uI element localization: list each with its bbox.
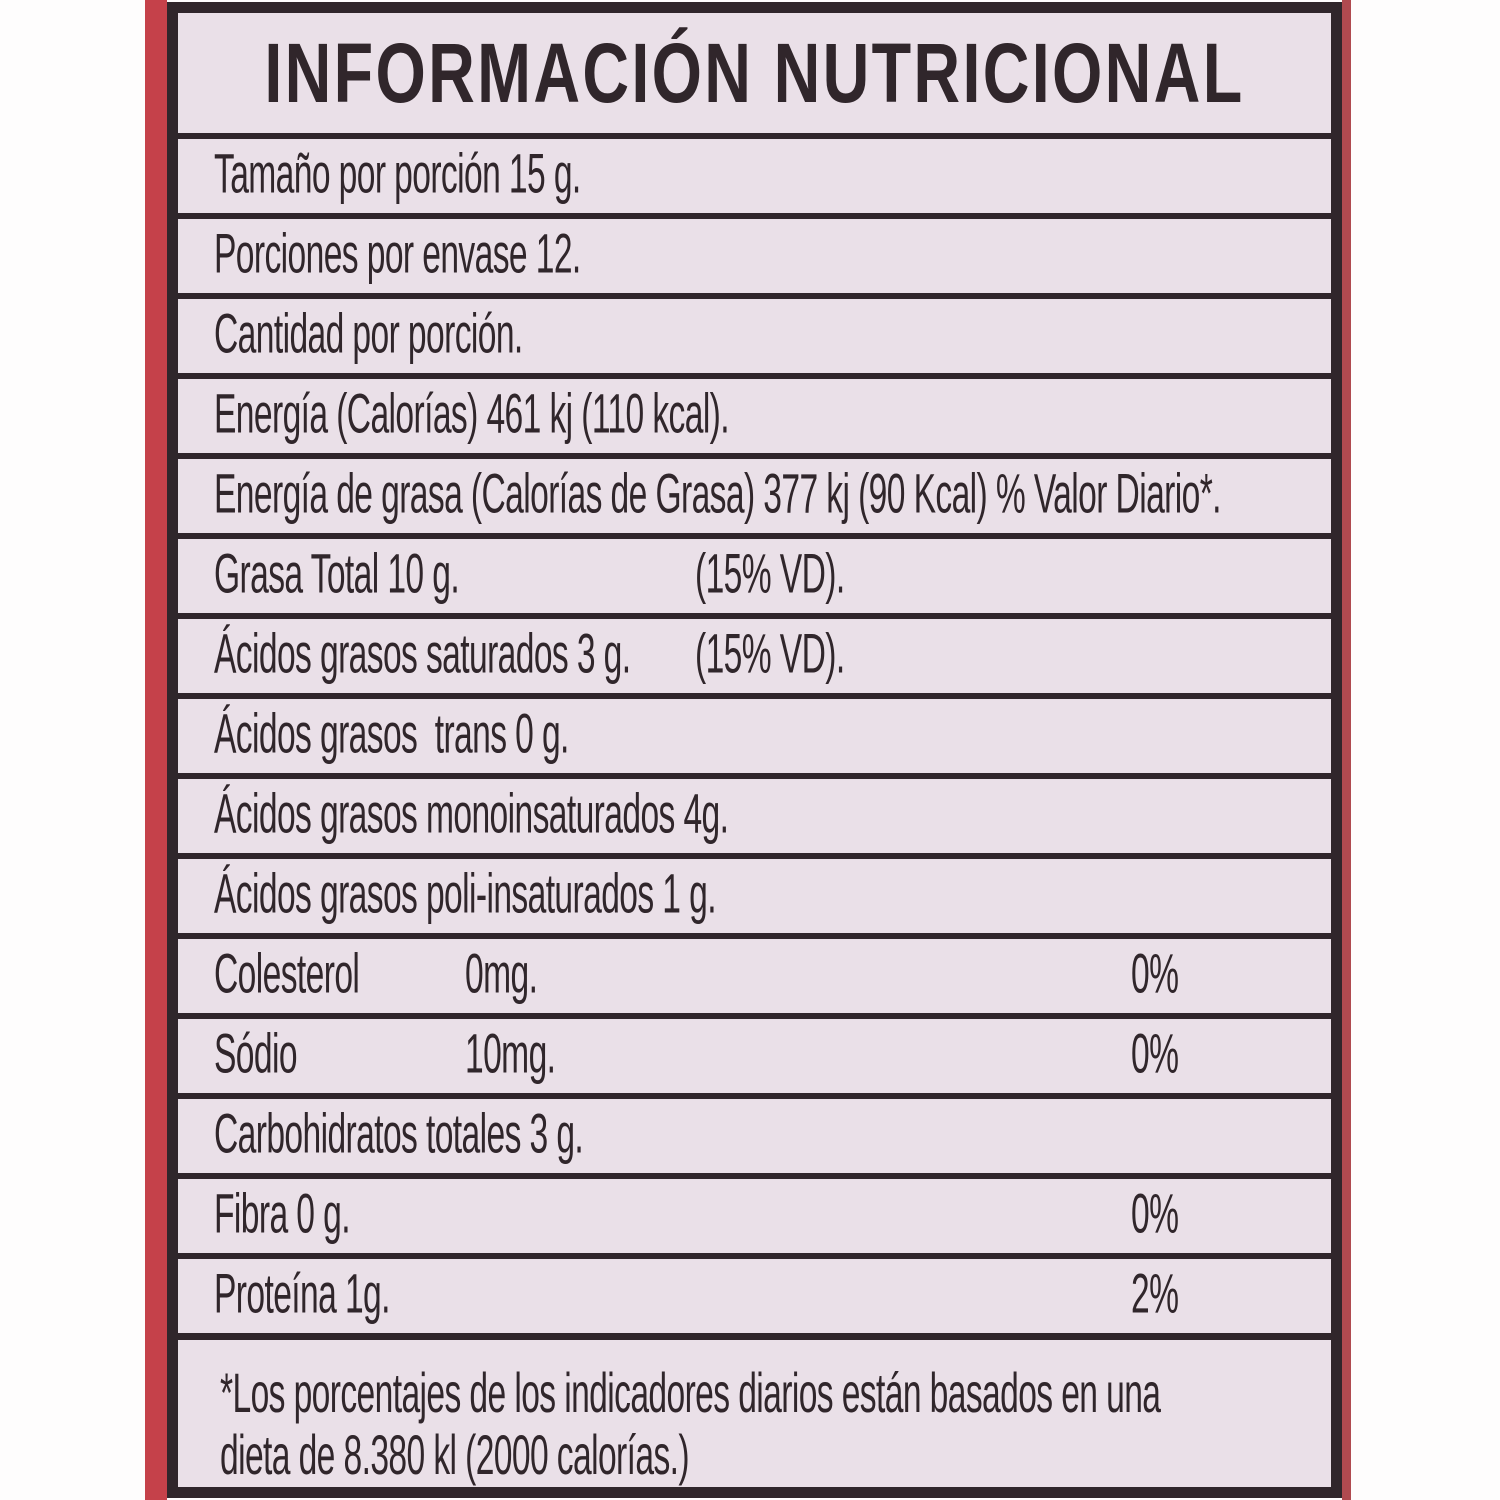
table-row-total-carbohydrate: Carbohidratos totales 3 g. — [178, 1093, 1331, 1173]
row-text: Energía de grasa (Calorías de Grasa) 377… — [214, 461, 1222, 525]
row-text: Fibra 0 g. — [214, 1181, 351, 1245]
row-text: Porciones por envase 12. — [214, 221, 581, 285]
row-text: Cantidad por porción. — [214, 301, 523, 365]
row-daily-value: (15% VD). — [695, 541, 845, 605]
row-text: Colesterol — [214, 941, 360, 1005]
row-text: Proteína 1g. — [214, 1261, 390, 1325]
table-row-cholesterol: Colesterol 0mg. 0% — [178, 933, 1331, 1013]
row-percent: 2% — [1131, 1261, 1179, 1325]
row-text: Ácidos grasos poli-insaturados 1 g. — [214, 861, 717, 925]
nutrition-title: INFORMACIÓN NUTRICIONAL — [264, 25, 1245, 120]
table-row-total-fat: Grasa Total 10 g. (15% VD). — [178, 533, 1331, 613]
row-amount: 0mg. — [465, 941, 538, 1005]
row-percent: 0% — [1131, 1021, 1179, 1085]
table-row-trans-fat: Ácidos grasos trans 0 g. — [178, 693, 1331, 773]
table-row-energy-from-fat: Energía de grasa (Calorías de Grasa) 377… — [178, 453, 1331, 533]
row-text: Ácidos grasos saturados 3 g. — [214, 621, 631, 685]
table-row-sodium: Sódio 10mg. 0% — [178, 1013, 1331, 1093]
row-daily-value: (15% VD). — [695, 621, 845, 685]
row-text: Sódio — [214, 1021, 298, 1085]
table-row-fiber: Fibra 0 g. 0% — [178, 1173, 1331, 1253]
row-percent: 0% — [1131, 1181, 1179, 1245]
table-row-energy: Energía (Calorías) 461 kj (110 kcal). — [178, 373, 1331, 453]
footnote-line-1: *Los porcentajes de los indicadores diar… — [220, 1361, 1161, 1424]
row-text: Ácidos grasos monoinsaturados 4g. — [214, 781, 729, 845]
table-row-serving-size: Tamaño por porción 15 g. — [178, 133, 1331, 213]
nutrition-facts-table: INFORMACIÓN NUTRICIONAL Tamaño por porci… — [167, 2, 1342, 1498]
row-text: Tamaño por porción 15 g. — [214, 141, 581, 205]
footnote-line-2: dieta de 8.380 kl (2000 calorías.) — [220, 1423, 690, 1486]
row-text: Energía (Calorías) 461 kj (110 kcal). — [214, 381, 730, 445]
footnote-row: *Los porcentajes de los indicadores diar… — [178, 1333, 1331, 1487]
table-row-saturated-fat: Ácidos grasos saturados 3 g. (15% VD). — [178, 613, 1331, 693]
package-edge-right — [1342, 0, 1351, 1500]
table-row-amount-per-serving: Cantidad por porción. — [178, 293, 1331, 373]
row-text: Carbohidratos totales 3 g. — [214, 1101, 584, 1165]
package-edge-left — [145, 0, 167, 1500]
title-row: INFORMACIÓN NUTRICIONAL — [178, 13, 1331, 133]
table-row-servings-per-container: Porciones por envase 12. — [178, 213, 1331, 293]
row-text: Grasa Total 10 g. — [214, 541, 460, 605]
table-row-monounsaturated-fat: Ácidos grasos monoinsaturados 4g. — [178, 773, 1331, 853]
row-amount: 10mg. — [465, 1021, 556, 1085]
table-row-protein: Proteína 1g. 2% — [178, 1253, 1331, 1333]
row-text: Ácidos grasos trans 0 g. — [214, 701, 569, 765]
table-row-polyunsaturated-fat: Ácidos grasos poli-insaturados 1 g. — [178, 853, 1331, 933]
row-percent: 0% — [1131, 941, 1179, 1005]
